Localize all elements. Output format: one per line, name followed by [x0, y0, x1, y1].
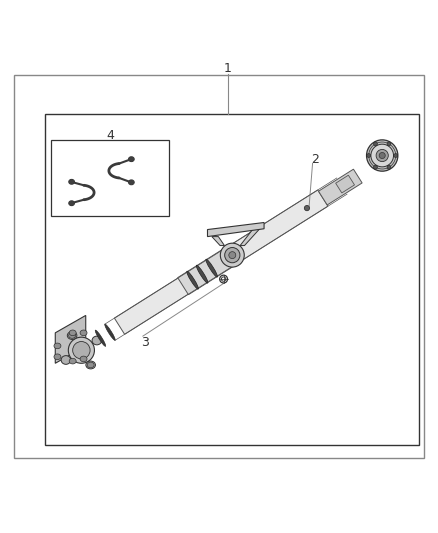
Ellipse shape [374, 165, 378, 169]
Ellipse shape [54, 343, 61, 349]
Ellipse shape [220, 243, 244, 267]
Text: 4: 4 [106, 130, 114, 142]
Ellipse shape [69, 358, 76, 364]
Polygon shape [55, 316, 86, 364]
Ellipse shape [86, 361, 95, 369]
Ellipse shape [128, 180, 134, 185]
Ellipse shape [376, 149, 389, 161]
Ellipse shape [87, 362, 94, 368]
Bar [45, 114, 419, 445]
Ellipse shape [92, 336, 102, 345]
Ellipse shape [196, 265, 208, 283]
Ellipse shape [387, 165, 391, 169]
Ellipse shape [69, 201, 74, 206]
Ellipse shape [69, 330, 76, 336]
Polygon shape [114, 190, 328, 334]
Ellipse shape [374, 142, 378, 146]
Polygon shape [212, 237, 224, 246]
Ellipse shape [304, 206, 310, 211]
Ellipse shape [80, 356, 87, 362]
Ellipse shape [379, 152, 385, 158]
Polygon shape [178, 244, 242, 295]
Ellipse shape [229, 252, 236, 259]
Ellipse shape [371, 144, 393, 167]
Ellipse shape [61, 356, 71, 365]
Ellipse shape [394, 154, 398, 157]
Ellipse shape [367, 154, 371, 157]
Ellipse shape [128, 157, 134, 161]
Ellipse shape [367, 140, 398, 171]
Text: 3: 3 [141, 336, 149, 349]
Ellipse shape [387, 142, 391, 146]
Ellipse shape [225, 247, 240, 263]
Ellipse shape [187, 271, 198, 289]
Polygon shape [240, 229, 260, 246]
Bar [51, 140, 169, 216]
Bar [14, 75, 424, 458]
Ellipse shape [67, 332, 77, 340]
Text: 2: 2 [311, 154, 319, 166]
Ellipse shape [69, 180, 74, 184]
Ellipse shape [54, 354, 61, 360]
Ellipse shape [95, 330, 106, 346]
Polygon shape [318, 169, 362, 205]
Polygon shape [208, 222, 264, 237]
Ellipse shape [68, 337, 95, 364]
Ellipse shape [206, 259, 217, 277]
Text: 1: 1 [224, 62, 232, 75]
Ellipse shape [105, 324, 115, 341]
Ellipse shape [73, 342, 90, 359]
Ellipse shape [69, 333, 76, 338]
Ellipse shape [80, 330, 87, 336]
Polygon shape [336, 175, 354, 193]
